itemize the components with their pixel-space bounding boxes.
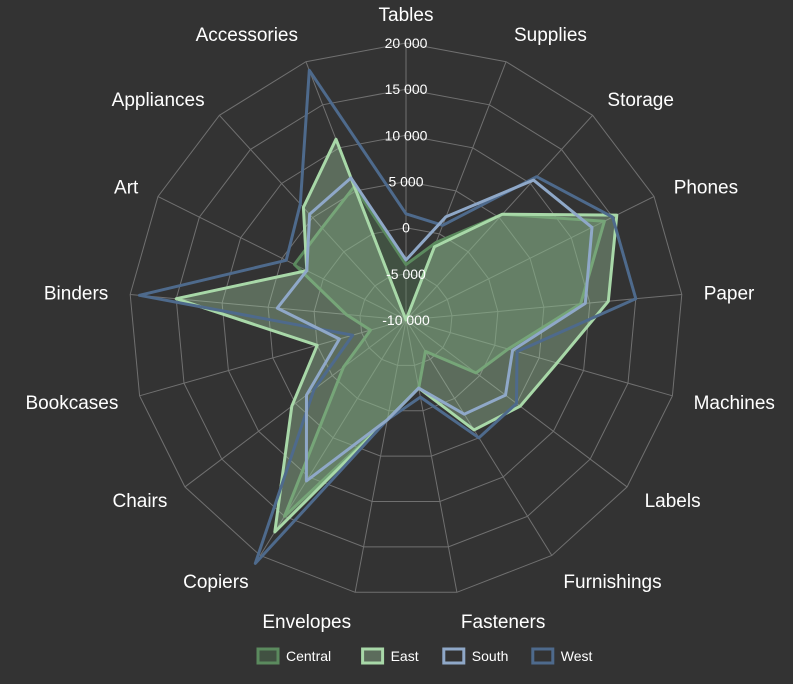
legend-item-east[interactable]: East [361, 647, 419, 665]
series-south-line[interactable] [275, 176, 594, 483]
radial-tick-label: 15 000 [385, 81, 428, 97]
radial-tick-label: 10 000 [385, 127, 428, 143]
category-label: Binders [44, 283, 108, 304]
legend[interactable]: Central East South West [256, 647, 593, 665]
radial-tick-label: -10 000 [382, 312, 430, 328]
legend-label: South [472, 648, 509, 664]
category-label: Supplies [514, 25, 587, 46]
category-label: Copiers [183, 572, 248, 593]
legend-label: East [391, 648, 419, 664]
grid-ring [313, 227, 499, 412]
legend-label: Central [286, 648, 331, 664]
legend-swatch [361, 647, 385, 665]
radial-tick-label: 20 000 [385, 35, 428, 51]
category-label: Accessories [196, 25, 298, 46]
grid-ring [129, 42, 683, 593]
radial-tick-label: -5 000 [386, 266, 426, 282]
legend-item-west[interactable]: West [531, 647, 593, 665]
radial-tick-label: 0 [402, 220, 410, 236]
series-layer [137, 68, 638, 565]
legend-item-central[interactable]: Central [256, 647, 331, 665]
category-label: Labels [645, 491, 701, 512]
grid-ring [221, 134, 591, 502]
category-label: Machines [694, 393, 775, 414]
legend-swatch [442, 647, 466, 665]
category-label: Storage [607, 90, 674, 111]
legend-item-south[interactable]: South [442, 647, 509, 665]
category-label: Appliances [112, 90, 205, 111]
radial-tick-label: 5 000 [388, 174, 423, 190]
category-labels: Tables Supplies Storage Phones Paper Machines… [25, 5, 774, 633]
legend-swatch [531, 647, 555, 665]
legend-swatch [256, 647, 280, 665]
radial-tick-labels: -10 000 -5 000 0 5 000 10 000 15 000 20 000 [382, 35, 430, 328]
grid-ring [175, 88, 637, 548]
series-west-line[interactable] [137, 68, 638, 565]
category-label: Fasteners [461, 612, 545, 633]
category-label: Envelopes [262, 612, 351, 633]
category-label: Art [114, 178, 139, 199]
category-label: Paper [704, 283, 755, 304]
category-label: Furnishings [563, 572, 661, 593]
category-label: Phones [674, 178, 738, 199]
category-label: Bookcases [25, 393, 118, 414]
grid-ring [359, 273, 453, 366]
category-label: Tables [379, 5, 434, 26]
legend-label: West [561, 648, 593, 664]
category-label: Chairs [112, 491, 167, 512]
